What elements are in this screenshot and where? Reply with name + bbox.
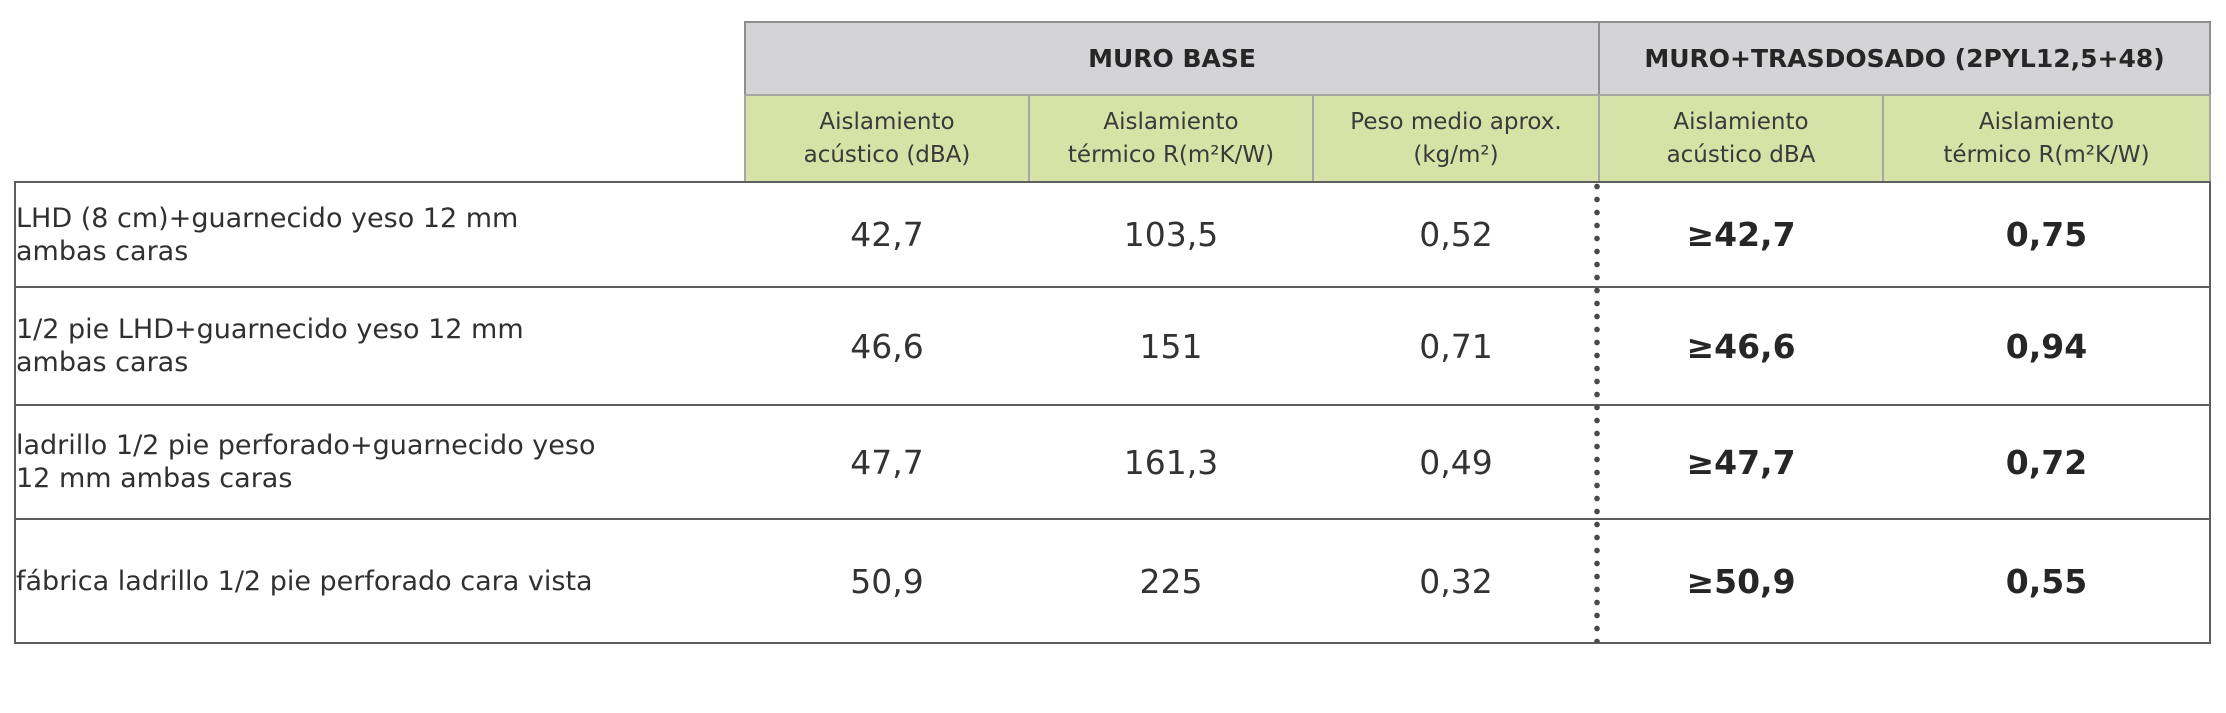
col-header-trasdosado-termico: Aislamiento térmico R(m²K/W) [1882, 94, 2211, 183]
cell-termico: 225 [1139, 561, 1203, 601]
table-top-border [14, 181, 2211, 183]
cell-peso: 0,71 [1419, 326, 1493, 366]
group-header-muro-base: MURO BASE [744, 21, 1600, 96]
cell-acustico: 47,7 [850, 442, 924, 482]
col-header-aislamiento-acustico: Aislamiento acústico (dBA) [744, 94, 1030, 183]
group-header-muro-trasdosado: MURO+TRASDOSADO (2PYL12,5+48) [1598, 21, 2211, 96]
col-header-peso-medio: Peso medio aprox. (kg/m²) [1312, 94, 1600, 183]
row-label: 1/2 pie LHD+guarnecido yeso 12 mm ambas … [16, 314, 524, 378]
row-divider [14, 518, 2211, 520]
cell-peso: 0,52 [1419, 215, 1493, 254]
cell-trasdosado-termico: 0,72 [2005, 442, 2088, 482]
table-right-border [2209, 181, 2211, 644]
cell-trasdosado-acustico: ≥42,7 [1686, 215, 1796, 254]
cell-acustico: 46,6 [850, 326, 924, 366]
cell-trasdosado-acustico: ≥47,7 [1686, 442, 1796, 482]
col-header-aislamiento-termico: Aislamiento térmico R(m²K/W) [1028, 94, 1314, 183]
row-label: LHD (8 cm)+guarnecido yeso 12 mm ambas c… [16, 202, 519, 267]
row-divider [14, 286, 2211, 288]
col-header-trasdosado-acustico: Aislamiento acústico dBA [1598, 94, 1884, 183]
cell-trasdosado-termico: 0,55 [2005, 561, 2088, 601]
cell-peso: 0,49 [1419, 442, 1493, 482]
row-label: ladrillo 1/2 pie perforado+guarnecido ye… [16, 430, 596, 494]
cell-trasdosado-termico: 0,94 [2005, 326, 2088, 366]
cell-trasdosado-termico: 0,75 [2005, 215, 2088, 254]
cell-termico: 161,3 [1123, 442, 1219, 482]
row-divider [14, 404, 2211, 406]
cell-acustico: 50,9 [850, 561, 924, 601]
dotted-separator [1593, 180, 1601, 643]
table-bottom-border [14, 642, 2211, 644]
cell-trasdosado-acustico: ≥46,6 [1686, 326, 1796, 366]
cell-termico: 151 [1139, 326, 1203, 366]
cell-termico: 103,5 [1123, 215, 1219, 254]
table-left-border [14, 181, 16, 644]
cell-peso: 0,32 [1419, 561, 1493, 601]
cell-trasdosado-acustico: ≥50,9 [1686, 561, 1796, 601]
cell-acustico: 42,7 [850, 215, 924, 254]
row-label: fábrica ladrillo 1/2 pie perforado cara … [16, 565, 593, 597]
